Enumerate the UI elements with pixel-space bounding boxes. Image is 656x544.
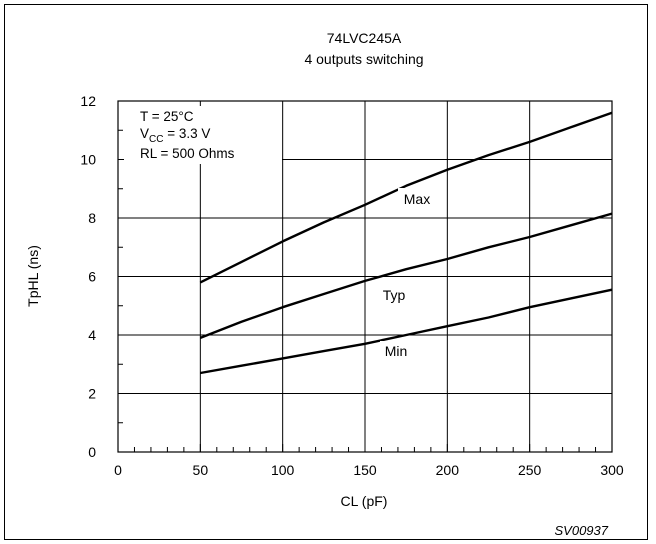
y-axis-label: TpHL (ns) [25,245,41,307]
y-tick-label-0: 0 [88,444,96,460]
x-tick-label-1: 50 [193,462,209,478]
document-code: SV00937 [555,523,609,538]
x-tick-label-4: 200 [436,462,460,478]
series-lines [199,111,613,375]
y-tick-label-2: 4 [88,327,96,343]
max-label-bg [398,188,436,210]
x-tick-label-2: 100 [271,462,295,478]
condition-vcc: VCC = 3.3 V [140,126,210,145]
vcc-value: = 3.3 V [163,126,210,141]
x-tick-label-3: 150 [353,462,377,478]
series-label-max: Max [404,191,430,207]
y-tick-label-3: 6 [88,269,96,285]
series-line-typ [199,212,613,340]
y-tick-label-5: 10 [80,152,96,168]
x-axis-label: CL (pF) [341,493,388,509]
min-label-bg [380,341,412,363]
y-tick-label-6: 12 [80,93,96,109]
conditions-box [124,106,282,164]
chart-title: 74LVC245A [327,30,402,46]
x-tick-label-5: 250 [518,462,542,478]
y-tick-label-4: 8 [88,210,96,226]
series-label-min: Min [385,343,408,359]
chart-frame [4,4,648,540]
series-line-min [200,288,613,375]
vcc-prefix: V [140,126,149,141]
condition-temp: T = 25°C [140,109,194,124]
series-line-max [199,111,613,284]
y-tick-label-1: 2 [88,386,96,402]
x-tick-label-6: 300 [600,462,624,478]
series-label-typ: Typ [383,287,406,303]
axis-ticks: 0 50 100 150 200 250 300 0 2 4 6 8 10 12 [80,93,623,478]
condition-rl: RL = 500 Ohms [140,146,235,161]
typ-label-bg [378,284,410,306]
x-tick-label-0: 0 [114,462,122,478]
chart-subtitle: 4 outputs switching [304,51,423,67]
vcc-subscript: CC [149,134,163,145]
